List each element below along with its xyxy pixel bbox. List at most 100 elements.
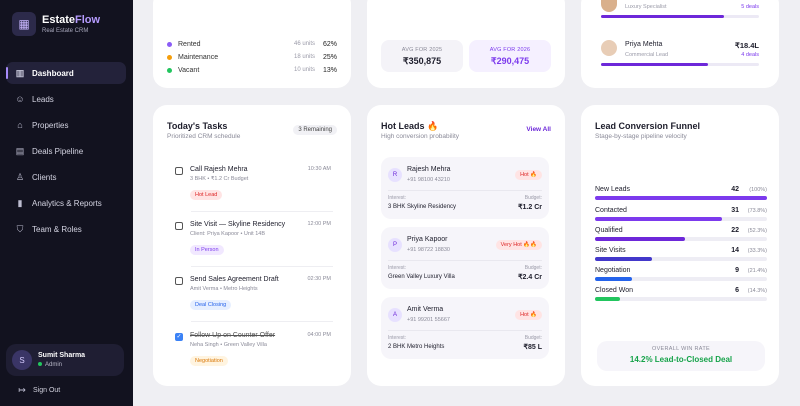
sidebar-item-properties[interactable]: ⌂ Properties (6, 114, 126, 136)
lead-card[interactable]: P Priya Kapoor +91 98722 18830 Very Hot … (381, 227, 549, 289)
dashboard-icon: ▥ (15, 67, 25, 78)
task-checkbox[interactable] (175, 167, 183, 175)
user-profile[interactable]: S Sumit Sharma Admin (6, 344, 124, 376)
interest-label: Interest: (388, 335, 407, 341)
funnel-bar (595, 196, 767, 200)
lead-badge: Hot 🔥 (515, 310, 542, 320)
agent-name: Priya Mehta (625, 41, 663, 48)
sidebar: ▦ EstateFlow Real Estate CRM ▥ Dashboard… (0, 0, 133, 406)
sidebar-nav: ▥ Dashboard ☺ Leads ⌂ Properties ▤ Deals… (6, 62, 126, 244)
logout-icon: ↦ (18, 385, 26, 395)
divider (191, 266, 333, 267)
divider (191, 321, 333, 322)
funnel-count: 9 (735, 267, 739, 274)
brand-name: EstateFlow (42, 14, 101, 26)
sidebar-item-deals-pipeline[interactable]: ▤ Deals Pipeline (6, 140, 126, 162)
funnel-track (595, 237, 767, 241)
sidebar-item-dashboard[interactable]: ▥ Dashboard (6, 62, 126, 84)
agent-progress-fill (601, 15, 725, 18)
funnel-pct: (14.3%) (747, 288, 767, 294)
legend-label: Vacant (178, 66, 200, 74)
lead-card[interactable]: R Rajesh Mehra +91 98100 43210 Hot 🔥 Int… (381, 157, 549, 219)
lead-phone: +91 98722 18830 (407, 247, 450, 253)
funnel-pct: (21.4%) (747, 268, 767, 274)
building-icon: ▦ (12, 12, 36, 36)
task-item[interactable]: Send Sales Agreement Draft Amit Verma • … (167, 271, 337, 325)
lead-card[interactable]: A Amit Verma +91 99201 55667 Hot 🔥 Inter… (381, 297, 549, 359)
legend-dot (167, 54, 172, 60)
agent-progress (601, 15, 759, 18)
budget-label: Budget: (524, 265, 542, 271)
user-name: Sumit Sharma (38, 352, 86, 359)
lead-phone: +91 99201 55667 (407, 317, 450, 323)
funnel-bar (595, 217, 722, 221)
sign-out-button[interactable]: ↦ Sign Out (16, 385, 60, 396)
funnel-count: 42 (731, 186, 739, 193)
funnel-stage: Qualified (595, 227, 623, 234)
win-rate-value: 14.2% Lead-to-Closed Deal (629, 355, 733, 364)
avatar: S (12, 350, 32, 370)
legend-dot (167, 67, 172, 73)
task-time: 12:00 PM (307, 221, 331, 227)
legend-units: 18 units (293, 54, 315, 60)
occupancy-card: Rented 46 units 62% Maintenance 18 units… (153, 0, 351, 88)
funnel-track (595, 196, 767, 200)
win-rate-label: OVERALL WIN RATE (652, 346, 710, 352)
sign-out-label: Sign Out (33, 387, 61, 394)
funnel-count: 22 (731, 227, 739, 234)
lead-name: Rajesh Mehra (407, 166, 451, 173)
pipeline-icon: ▤ (15, 145, 25, 156)
avatar: P (388, 238, 402, 252)
lead-badge: Hot 🔥 (515, 170, 542, 180)
avg-2026-stat: AVG FOR 2026 ₹290,475 (469, 40, 551, 72)
chart-icon: ▮ (17, 197, 23, 208)
funnel-pct: (52.3%) (747, 228, 767, 234)
funnel-count: 14 (731, 247, 739, 254)
funnel-track (595, 297, 767, 301)
funnel-row-negotiation: Negotiation 9 (21.4%) (595, 267, 767, 283)
card-title: Today's Tasks (167, 121, 228, 131)
win-rate-box: OVERALL WIN RATE 14.2% Lead-to-Closed De… (597, 341, 765, 371)
task-item[interactable]: Site Visit — Skyline Residency Client: P… (167, 216, 337, 270)
task-checkbox[interactable] (175, 277, 183, 285)
card-subtitle: High conversion probability (381, 133, 460, 140)
task-tag: Deal Closing (190, 300, 232, 310)
task-checkbox[interactable] (175, 222, 183, 230)
funnel-stage: Negotiation (595, 267, 631, 274)
avg-2025-stat: AVG FOR 2025 ₹350,875 (381, 40, 463, 72)
user-icon: ♙ (15, 171, 25, 182)
agent-amount: ₹18.4L (735, 41, 759, 50)
task-tag: Negotiation (190, 356, 228, 366)
interest-label: Interest: (388, 195, 407, 201)
sidebar-item-clients[interactable]: ♙ Clients (6, 166, 126, 188)
sidebar-item-leads[interactable]: ☺ Leads (6, 88, 126, 110)
legend-row-rented: Rented 46 units 62% (167, 38, 337, 50)
funnel-row-qualified: Qualified 22 (52.3%) (595, 227, 767, 243)
brand[interactable]: ▦ EstateFlow Real Estate CRM (12, 12, 100, 36)
funnel-track (595, 257, 767, 261)
lead-interest: Green Valley Luxury Villa (388, 274, 455, 280)
task-title: Send Sales Agreement Draft (190, 276, 279, 283)
interest-label: Interest: (388, 265, 407, 271)
legend-units: 10 units (293, 67, 315, 73)
funnel-bar (595, 237, 685, 241)
card-subtitle: Prioritized CRM schedule (167, 133, 241, 140)
task-checkbox-checked[interactable]: ✓ (175, 333, 183, 341)
funnel-pct: (73.8%) (747, 208, 767, 214)
sidebar-item-analytics[interactable]: ▮ Analytics & Reports (6, 192, 126, 214)
agent-deals: 4 deals (741, 52, 759, 58)
legend-row-vacant: Vacant 10 units 13% (167, 64, 337, 76)
view-all-link[interactable]: View All (526, 126, 551, 133)
agent-avatar (601, 40, 617, 56)
legend-pct: 62% (322, 40, 337, 48)
sidebar-item-label: Deals Pipeline (32, 146, 84, 156)
legend-pct: 25% (322, 53, 337, 61)
divider (388, 330, 542, 331)
lead-name: Priya Kapoor (407, 236, 448, 243)
task-title: Follow Up on Counter Offer (190, 332, 276, 339)
sidebar-item-team[interactable]: ⛉ Team & Roles (6, 218, 126, 240)
task-item[interactable]: ✓ Follow Up on Counter Offer Neha Singh … (167, 327, 337, 375)
stat-label: AVG FOR 2026 (489, 47, 531, 53)
task-item[interactable]: Call Rajesh Mehra 3 BHK • ₹1.2 Cr Budget… (167, 161, 337, 215)
hot-leads-card: Hot Leads 🔥 High conversion probability … (367, 105, 565, 386)
